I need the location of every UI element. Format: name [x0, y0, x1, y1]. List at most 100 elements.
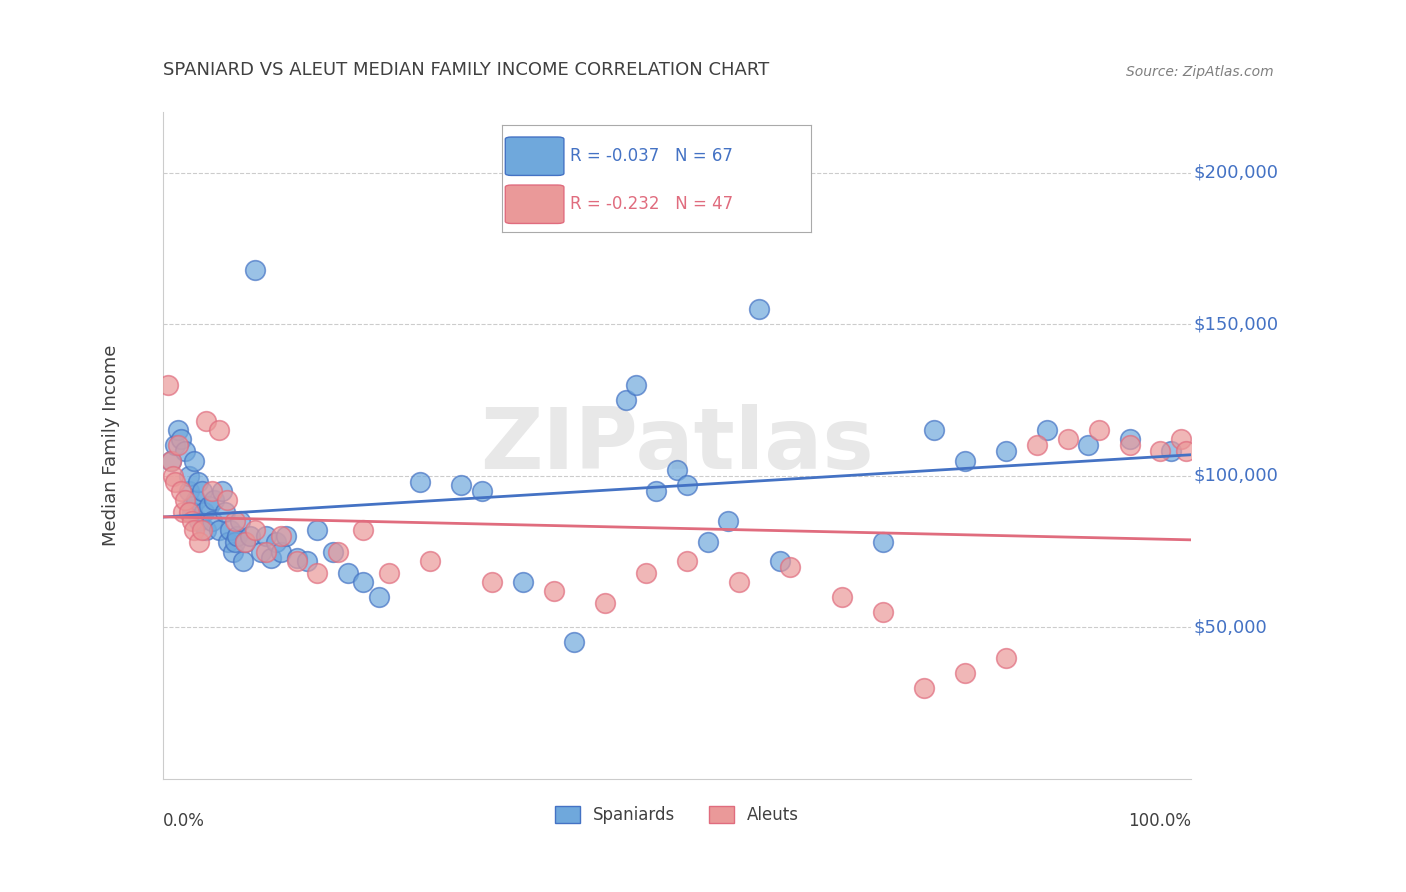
Point — [450, 478, 472, 492]
Point — [202, 493, 225, 508]
Point — [512, 574, 534, 589]
Point — [264, 535, 287, 549]
Point — [676, 554, 699, 568]
Point — [1149, 444, 1171, 458]
Point — [326, 544, 349, 558]
Point — [717, 514, 740, 528]
Point — [481, 574, 503, 589]
Text: 0.0%: 0.0% — [163, 813, 205, 830]
Point — [249, 544, 271, 558]
Point — [225, 529, 247, 543]
Point — [201, 514, 224, 528]
Point — [636, 566, 658, 580]
Point — [245, 524, 267, 538]
Point — [180, 514, 202, 528]
Point — [676, 478, 699, 492]
Text: 100.0%: 100.0% — [1128, 813, 1191, 830]
Point — [167, 438, 190, 452]
Text: $100,000: $100,000 — [1194, 467, 1278, 484]
Point — [195, 414, 218, 428]
Point — [285, 554, 308, 568]
Point — [322, 544, 344, 558]
Point — [172, 505, 194, 519]
Point — [170, 433, 193, 447]
Point — [1175, 444, 1198, 458]
Point — [367, 590, 389, 604]
Point — [1077, 438, 1099, 452]
Point — [180, 505, 202, 519]
Point — [162, 468, 184, 483]
Point — [229, 514, 252, 528]
Point — [1056, 433, 1078, 447]
Point — [187, 514, 209, 528]
Point — [352, 574, 374, 589]
Legend: Spaniards, Aleuts: Spaniards, Aleuts — [548, 799, 806, 830]
Point — [232, 554, 254, 568]
Point — [187, 475, 209, 489]
Point — [260, 550, 283, 565]
Point — [254, 529, 277, 543]
Point — [1160, 444, 1182, 458]
Point — [769, 554, 792, 568]
Point — [215, 493, 238, 508]
Point — [995, 650, 1018, 665]
Point — [645, 483, 668, 498]
Point — [217, 535, 239, 549]
Point — [276, 529, 298, 543]
Point — [191, 524, 214, 538]
Point — [180, 499, 202, 513]
Point — [1170, 433, 1192, 447]
Point — [336, 566, 359, 580]
Point — [1087, 423, 1109, 437]
Point — [195, 524, 218, 538]
Point — [174, 444, 197, 458]
Point — [245, 262, 267, 277]
Point — [254, 544, 277, 558]
Point — [167, 423, 190, 437]
Point — [233, 535, 256, 549]
Point — [922, 423, 945, 437]
Text: Source: ZipAtlas.com: Source: ZipAtlas.com — [1126, 64, 1274, 78]
Point — [307, 566, 329, 580]
Point — [352, 524, 374, 538]
Point — [779, 559, 801, 574]
Point — [233, 535, 256, 549]
Point — [218, 524, 240, 538]
Point — [614, 392, 637, 407]
Point — [222, 544, 245, 558]
Point — [270, 529, 292, 543]
Point — [831, 590, 853, 604]
Point — [156, 377, 179, 392]
Point — [471, 483, 494, 498]
Point — [191, 483, 214, 498]
Point — [177, 483, 200, 498]
Text: $200,000: $200,000 — [1194, 163, 1278, 182]
Point — [270, 544, 292, 558]
Point — [872, 605, 894, 619]
Point — [224, 535, 246, 549]
Point — [1036, 423, 1059, 437]
Point — [593, 596, 616, 610]
Text: SPANIARD VS ALEUT MEDIAN FAMILY INCOME CORRELATION CHART: SPANIARD VS ALEUT MEDIAN FAMILY INCOME C… — [163, 61, 769, 78]
Point — [378, 566, 401, 580]
Point — [562, 635, 585, 649]
Point — [748, 301, 770, 316]
Point — [624, 377, 647, 392]
Point — [419, 554, 441, 568]
Point — [872, 535, 894, 549]
Point — [208, 524, 231, 538]
Text: Median Family Income: Median Family Income — [103, 344, 121, 546]
Point — [543, 584, 565, 599]
Text: $50,000: $50,000 — [1194, 618, 1267, 636]
Point — [239, 529, 262, 543]
Point — [193, 505, 215, 519]
Point — [183, 524, 205, 538]
Point — [214, 505, 236, 519]
Text: ZIPatlas: ZIPatlas — [481, 404, 875, 487]
Point — [224, 514, 246, 528]
Text: $150,000: $150,000 — [1194, 315, 1278, 333]
Point — [198, 499, 221, 513]
Point — [165, 475, 187, 489]
Point — [912, 681, 935, 695]
Point — [208, 423, 231, 437]
